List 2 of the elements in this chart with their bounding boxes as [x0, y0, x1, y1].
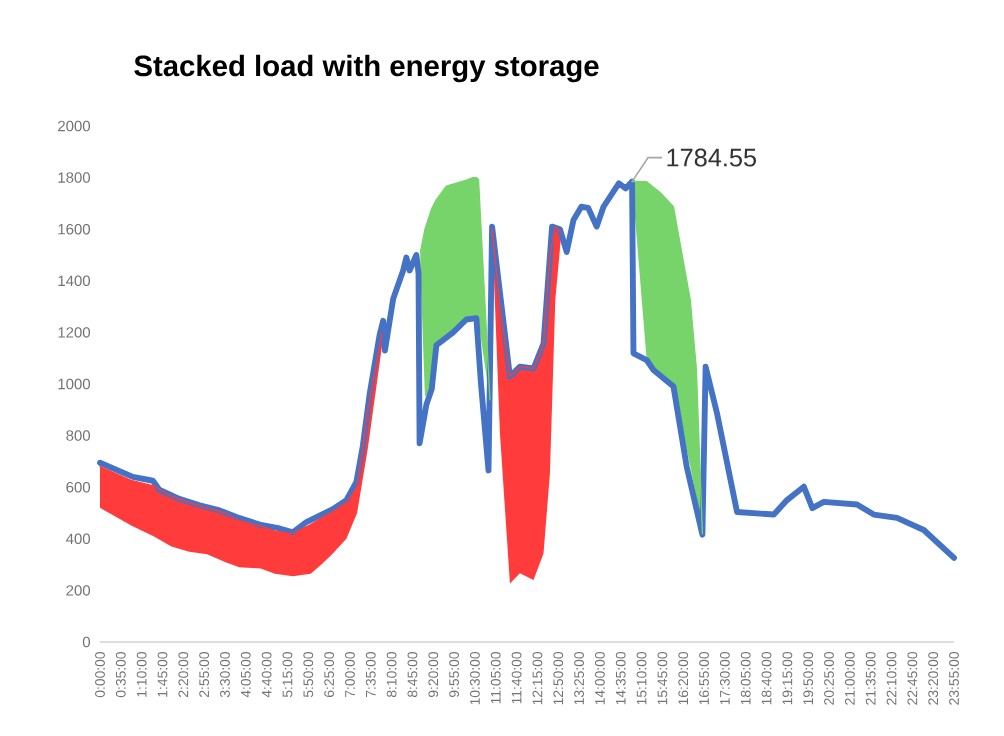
annotation: 1784.55 — [667, 148, 757, 167]
chart-title: Stacked load with energy storage — [134, 54, 599, 83]
